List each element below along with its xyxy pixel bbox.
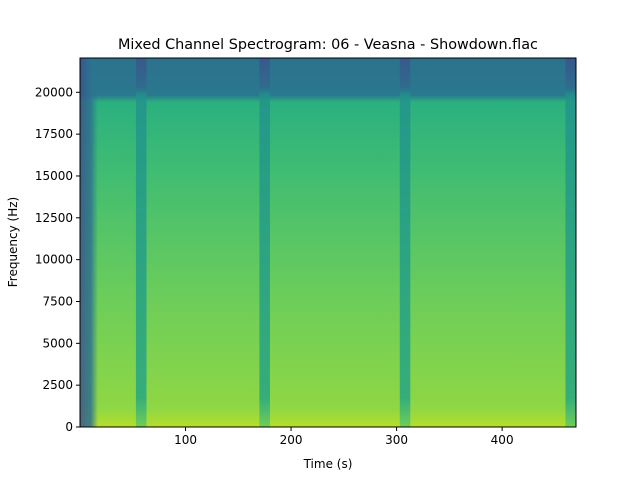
y-tick-label: 7500 <box>42 294 73 308</box>
chart-title: Mixed Channel Spectrogram: 06 - Veasna -… <box>118 37 538 53</box>
quiet-band-3 <box>565 58 576 427</box>
quiet-band-1 <box>259 58 270 427</box>
y-tick-label: 2500 <box>42 378 73 392</box>
quiet-band-0 <box>135 58 147 427</box>
y-tick-label: 20000 <box>35 85 73 99</box>
plot-frame <box>79 57 577 428</box>
x-tick-label: 300 <box>385 433 408 447</box>
x-axis-label: Time (s) <box>303 457 353 471</box>
y-tick-label: 15000 <box>35 169 73 183</box>
y-tick-label: 5000 <box>42 336 73 350</box>
quiet-bands <box>135 58 576 427</box>
spectrogram-background <box>80 58 576 427</box>
x-tick-label: 400 <box>491 433 514 447</box>
intro-fade <box>80 58 98 427</box>
quiet-band-2 <box>399 58 411 427</box>
x-axis-ticks: 100 200 300 400 <box>174 427 514 447</box>
y-tick-label: 17500 <box>35 127 73 141</box>
spectrogram-plot-area <box>79 57 577 428</box>
x-tick-label: 200 <box>280 433 303 447</box>
x-tick-label: 100 <box>174 433 197 447</box>
y-tick-label: 0 <box>65 420 73 434</box>
y-axis-label: Frequency (Hz) <box>6 197 20 288</box>
y-tick-label: 10000 <box>35 253 73 267</box>
y-axis-ticks: 0 2500 5000 7500 10000 12500 15000 17500 20000 <box>35 85 80 434</box>
y-tick-label: 12500 <box>35 211 73 225</box>
